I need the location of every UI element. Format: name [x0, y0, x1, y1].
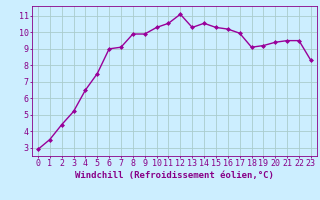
X-axis label: Windchill (Refroidissement éolien,°C): Windchill (Refroidissement éolien,°C) [75, 171, 274, 180]
